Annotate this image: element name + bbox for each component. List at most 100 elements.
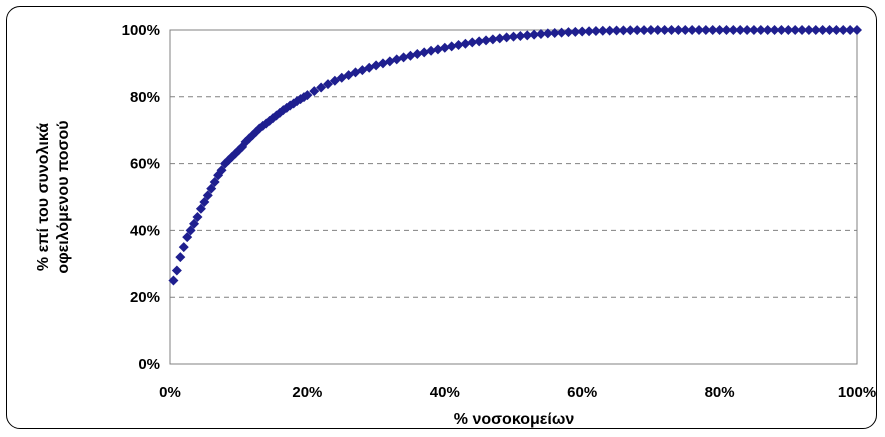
data-point [742, 25, 753, 35]
data-point [171, 265, 182, 276]
data-point [755, 25, 766, 35]
x-tick-label: 20% [292, 384, 322, 401]
data-point [453, 40, 464, 51]
plot-area [169, 29, 858, 365]
data-point [192, 212, 203, 223]
data-point [168, 275, 179, 286]
data-point [577, 26, 588, 37]
data-point [728, 25, 739, 35]
data-point [316, 82, 327, 93]
data-point [838, 25, 849, 35]
data-point [426, 45, 437, 56]
data-point [474, 36, 485, 47]
data-point [831, 25, 842, 35]
data-point [639, 25, 650, 36]
data-point [556, 27, 567, 38]
data-point [845, 25, 856, 35]
data-point [529, 29, 540, 40]
data-point [762, 25, 773, 35]
data-point [618, 25, 629, 36]
data-point [714, 25, 725, 35]
y-axis-title-line-1: % επί του συνολικά [35, 123, 52, 271]
data-point [481, 35, 492, 46]
data-points [168, 25, 862, 286]
data-point [494, 33, 505, 44]
data-point [776, 25, 787, 35]
data-point [202, 190, 213, 201]
data-point [522, 30, 533, 41]
data-point [570, 26, 581, 37]
data-point [700, 25, 711, 35]
gridlines [170, 96, 857, 298]
data-point [563, 27, 574, 38]
data-point [769, 25, 780, 35]
data-point [852, 25, 862, 35]
y-tick-label: 40% [130, 222, 160, 239]
data-point [487, 34, 498, 45]
data-point [189, 218, 200, 229]
data-point [412, 49, 423, 60]
data-point [216, 165, 227, 176]
data-point [803, 25, 814, 35]
data-point [323, 79, 334, 90]
data-point [604, 25, 615, 36]
data-point [508, 31, 519, 42]
data-point [182, 232, 193, 243]
data-point [405, 50, 416, 61]
data-point [501, 32, 512, 43]
data-point [659, 25, 670, 35]
data-point [611, 25, 622, 36]
data-point [783, 25, 794, 35]
data-point [810, 25, 821, 35]
data-point [398, 52, 409, 63]
data-point [209, 176, 220, 187]
data-point [673, 25, 684, 35]
data-point [790, 25, 801, 35]
data-point [584, 26, 595, 37]
data-point [797, 25, 808, 35]
y-axis-title: % επί του συνολικά οφειλόμενου ποσού [35, 120, 72, 273]
y-tick-label: 20% [130, 289, 160, 306]
data-point [467, 37, 478, 48]
data-point [645, 25, 656, 35]
data-point [419, 47, 430, 58]
data-point [632, 25, 643, 36]
data-point [515, 31, 526, 42]
data-point [535, 29, 546, 40]
data-point [687, 25, 698, 35]
data-point [735, 25, 746, 35]
x-tick-label: 40% [430, 384, 460, 401]
data-point [625, 25, 636, 36]
data-point [178, 242, 189, 253]
x-axis-ticks: 0% 20% 40% 60% 80% 100% [159, 384, 876, 401]
x-tick-label: 60% [567, 384, 597, 401]
data-point [590, 26, 601, 37]
data-point [460, 38, 471, 49]
y-tick-label: 100% [122, 22, 160, 39]
data-point [250, 126, 261, 137]
data-point [195, 203, 206, 214]
data-point [597, 25, 608, 36]
data-point [446, 41, 457, 52]
data-point [549, 28, 560, 39]
data-point [309, 86, 320, 97]
data-point [206, 183, 217, 194]
y-axis-title-line-2: οφειλόμενου ποσού [55, 120, 72, 273]
data-point [666, 25, 677, 35]
y-tick-label: 0% [138, 356, 160, 373]
data-point [439, 42, 450, 53]
x-tick-label: 100% [838, 384, 876, 401]
data-point [432, 44, 443, 55]
chart-frame [6, 6, 877, 429]
x-axis-title: % νοσοκομείων [454, 411, 575, 428]
data-point [542, 28, 553, 39]
y-tick-label: 60% [130, 156, 160, 173]
data-point [185, 225, 196, 236]
data-point [748, 25, 759, 35]
data-point [652, 25, 663, 35]
x-tick-label: 80% [705, 384, 735, 401]
data-point [302, 90, 313, 101]
data-point [175, 252, 186, 263]
y-tick-label: 80% [130, 89, 160, 106]
